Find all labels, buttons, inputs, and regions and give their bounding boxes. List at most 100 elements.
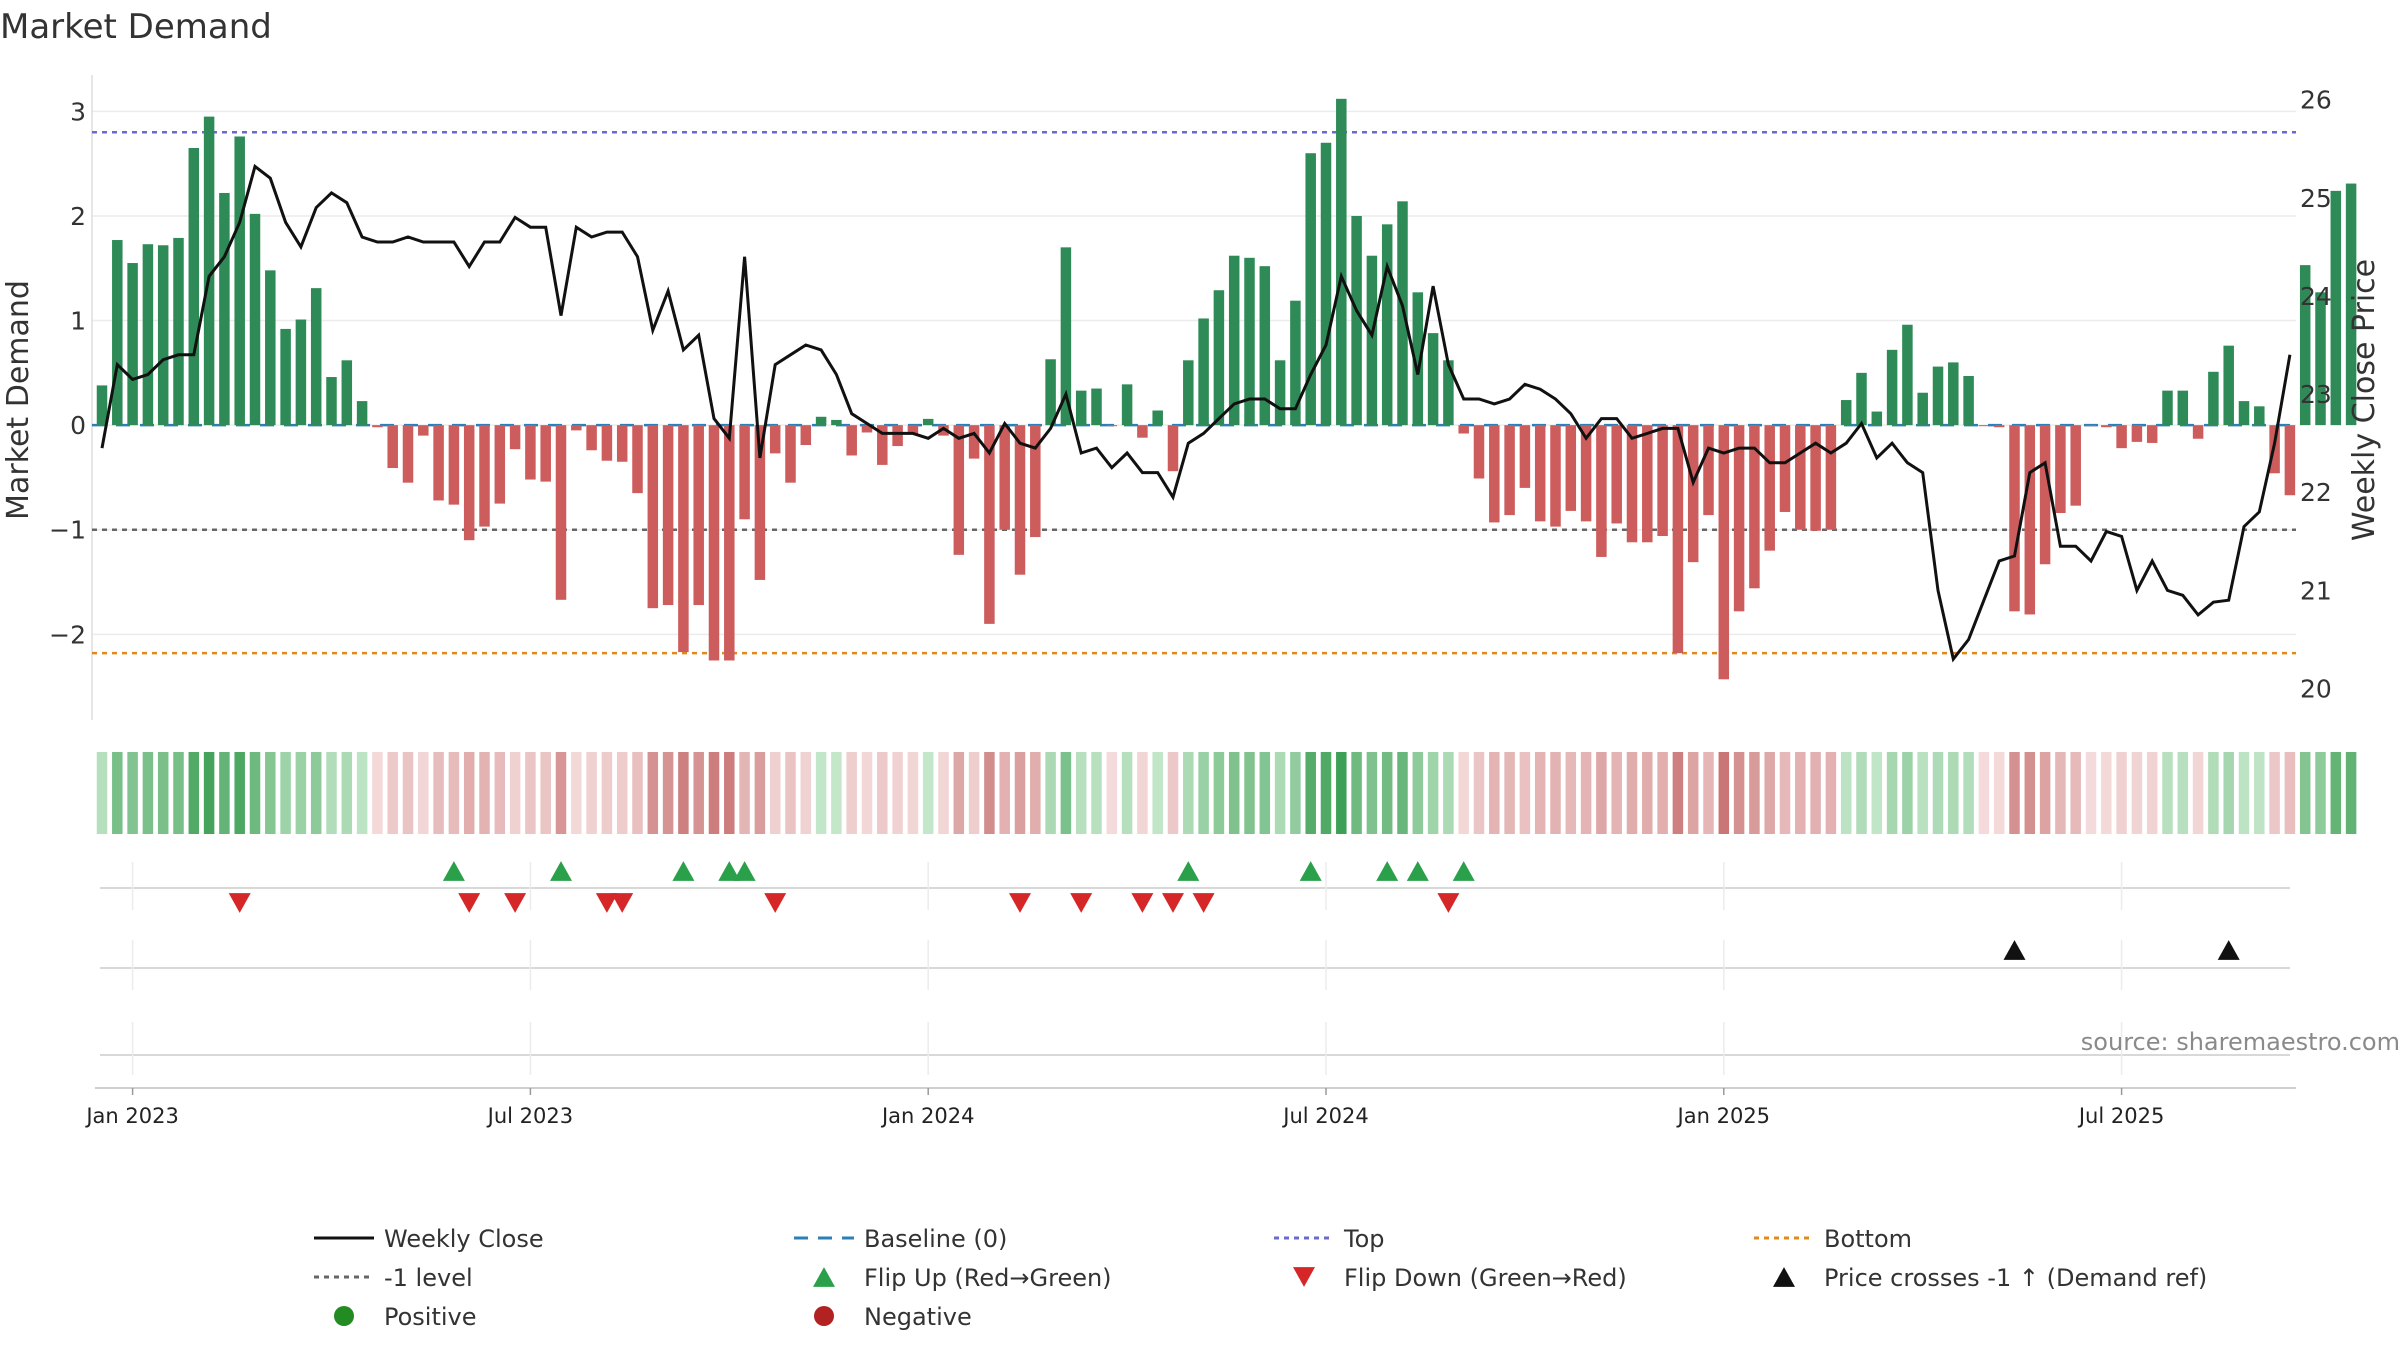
heat-cell — [1687, 752, 1699, 834]
heat-cell — [1596, 752, 1607, 834]
heat-cell — [1121, 752, 1133, 834]
heat-cell — [953, 752, 965, 834]
demand-bar — [1397, 201, 1408, 426]
demand-bar — [2101, 425, 2112, 428]
demand-bar — [2208, 371, 2219, 426]
demand-bar — [1948, 362, 1959, 426]
demand-bar — [1703, 425, 1714, 516]
heat-cell — [1856, 752, 1867, 834]
demand-bar — [1565, 425, 1577, 511]
flip-down-marker — [504, 893, 527, 913]
heat-cell — [1351, 752, 1362, 834]
flip-up-marker — [718, 861, 741, 881]
y2-tick-label: 20 — [2300, 675, 2332, 704]
demand-bar — [418, 425, 429, 436]
heat-cell — [999, 752, 1010, 834]
demand-bar — [1611, 425, 1622, 524]
legend-key-triangle-up — [813, 1267, 835, 1287]
demand-bar — [999, 425, 1010, 530]
demand-bar — [1060, 247, 1072, 426]
x-tick-label: Jan 2023 — [84, 1104, 179, 1128]
demand-bar — [540, 425, 551, 482]
heat-cell — [1336, 752, 1347, 834]
flip-up-marker — [550, 861, 572, 881]
demand-bar — [1274, 360, 1286, 426]
demand-bar — [968, 425, 980, 459]
heat-cell — [2254, 752, 2265, 834]
demand-bar — [1902, 324, 1913, 426]
demand-bar — [678, 425, 689, 653]
demand-bar — [433, 425, 444, 501]
x-tick-label: Jan 2024 — [880, 1104, 975, 1128]
heat-cell — [280, 752, 291, 834]
heat-cell — [724, 752, 735, 834]
chart-title: Market Demand — [0, 7, 272, 47]
heat-cell — [693, 752, 704, 834]
heat-cell — [601, 752, 613, 834]
y-axis-label: Market Demand — [1, 280, 36, 520]
heat-cell — [494, 752, 506, 834]
y2-tick-label: 24 — [2300, 282, 2332, 311]
demand-bar — [1137, 425, 1148, 438]
demand-bar — [1657, 425, 1668, 537]
flip-down-marker — [228, 893, 251, 913]
demand-bar — [265, 270, 276, 426]
demand-bar — [1795, 425, 1806, 530]
demand-bar — [877, 425, 888, 465]
heat-cell — [157, 752, 169, 834]
heat-cell — [2055, 752, 2066, 834]
demand-bar — [387, 425, 398, 469]
heat-cell — [1917, 752, 1928, 834]
demand-bar — [1672, 425, 1684, 654]
heat-cell — [1030, 752, 1041, 834]
heat-cell — [2162, 752, 2173, 834]
price-cross-marker — [2217, 940, 2240, 960]
demand-bar — [372, 425, 383, 428]
weekly-close-line — [100, 163, 2292, 663]
heat-cell — [540, 752, 551, 834]
heat-cell — [1443, 752, 1454, 834]
flip-down-marker — [611, 893, 634, 913]
y-tick-label: 1 — [70, 307, 86, 336]
heat-cell — [265, 752, 276, 834]
flip-down-marker — [1009, 893, 1031, 913]
flip-up-marker — [1299, 861, 1322, 881]
flip-up-marker — [733, 861, 756, 881]
demand-bar — [754, 425, 766, 580]
demand-bar — [2177, 390, 2189, 426]
y2-axis-label: Weekly Close Price — [2347, 259, 2382, 541]
heat-cell — [1458, 752, 1469, 834]
demand-bar — [1336, 98, 1347, 426]
heat-cell — [1550, 752, 1561, 834]
demand-bar — [1596, 425, 1607, 557]
heat-cell — [2116, 752, 2127, 834]
heat-cell — [1259, 752, 1271, 834]
heat-cell — [1534, 752, 1546, 834]
demand-bar — [1886, 349, 1898, 426]
heat-cell — [1473, 752, 1485, 834]
demand-bar — [2330, 190, 2342, 426]
demand-bar — [800, 425, 812, 446]
heat-cell — [219, 752, 230, 834]
demand-bar — [1290, 300, 1301, 426]
demand-bar — [861, 425, 873, 433]
heat-cell — [479, 752, 490, 834]
heat-cell — [2085, 752, 2097, 834]
demand-bar — [2299, 265, 2311, 426]
demand-bar — [724, 425, 735, 661]
heat-cell — [387, 752, 398, 834]
heat-cell — [984, 752, 995, 834]
demand-bar — [2238, 401, 2250, 426]
demand-bar — [1932, 366, 1944, 426]
demand-bar — [1381, 224, 1393, 426]
heat-cell — [2024, 752, 2036, 834]
demand-bar — [1106, 425, 1118, 427]
heat-cell — [1504, 752, 1515, 834]
demand-bar — [1030, 425, 1041, 538]
flip-down-marker — [1070, 893, 1093, 913]
demand-bar — [525, 425, 536, 480]
demand-bar — [1213, 290, 1225, 426]
demand-bar — [1963, 375, 1974, 426]
demand-bar — [1856, 372, 1867, 426]
